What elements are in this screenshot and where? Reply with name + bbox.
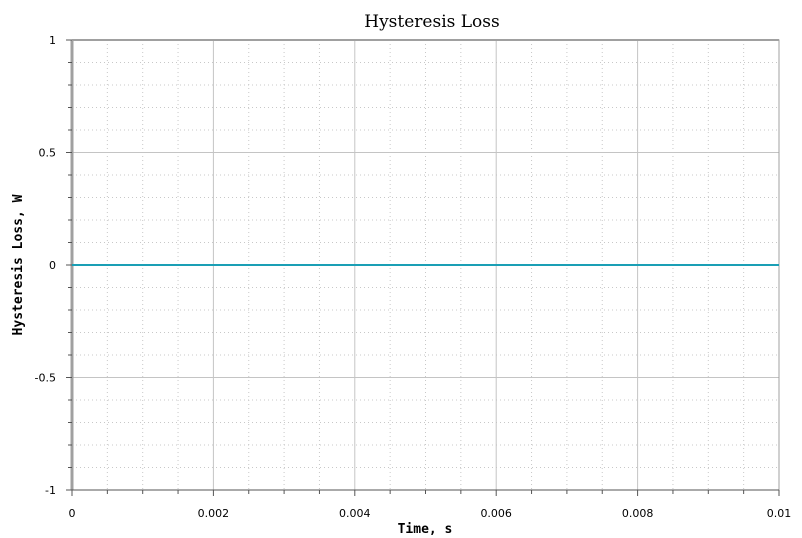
y-axis-label: Hysteresis Loss, W [11,194,26,335]
y-tick-label: 0.5 [39,147,57,160]
y-axis: 1 0.5 0 -0.5 -1 [35,34,72,497]
x-axis-label: Time, s [398,522,453,537]
x-tick-label: 0 [69,507,76,520]
x-tick-label: 0.004 [339,507,371,520]
y-tick-label: 1 [49,34,56,47]
x-tick-label: 0.006 [480,507,512,520]
y-tick-label: 0 [49,259,56,272]
y-tick-label: -0.5 [35,372,56,385]
y-tick-label: -1 [45,484,56,497]
x-tick-label: 0.008 [622,507,654,520]
chart-title: Hysteresis Loss [364,12,500,32]
x-tick-label: 0.01 [767,507,792,520]
x-axis: 0 0.002 0.004 0.006 0.008 0.01 [69,489,792,520]
x-tick-label: 0.002 [198,507,230,520]
